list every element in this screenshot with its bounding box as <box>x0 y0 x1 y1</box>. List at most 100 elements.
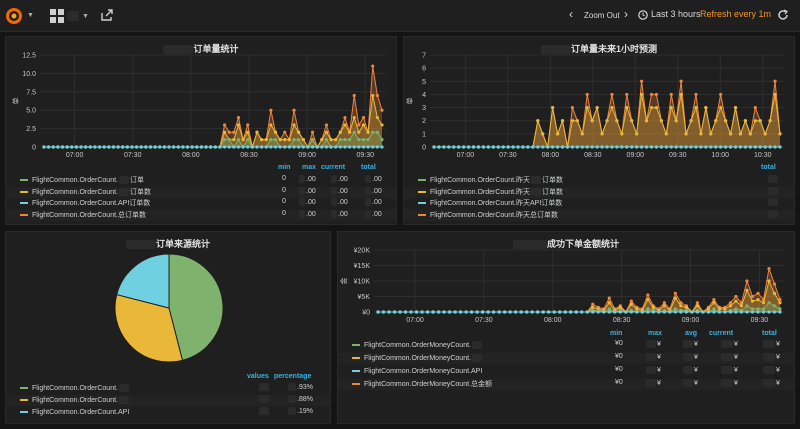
data-point[interactable] <box>761 310 766 314</box>
data-point[interactable] <box>185 145 190 149</box>
time-forward-chevron-icon[interactable]: › <box>624 7 628 21</box>
time-back-chevron-icon[interactable]: ‹ <box>569 7 573 21</box>
data-point[interactable] <box>158 145 162 149</box>
data-point[interactable] <box>269 145 273 149</box>
zoom-out-button[interactable]: Zoom Out <box>584 11 620 20</box>
data-point[interactable] <box>60 145 65 149</box>
data-point[interactable] <box>436 310 441 314</box>
data-point[interactable] <box>575 145 579 149</box>
data-point[interactable] <box>343 145 347 149</box>
data-point[interactable] <box>283 130 287 134</box>
data-point[interactable] <box>361 123 366 127</box>
data-point[interactable] <box>734 307 738 311</box>
data-point[interactable] <box>273 145 278 149</box>
data-point[interactable] <box>646 310 650 314</box>
data-point[interactable] <box>121 145 125 149</box>
data-point[interactable] <box>310 145 315 149</box>
data-point[interactable] <box>745 279 749 283</box>
data-point[interactable] <box>42 145 46 149</box>
data-point[interactable] <box>250 145 254 149</box>
data-point[interactable] <box>497 310 501 314</box>
data-point[interactable] <box>610 145 614 149</box>
data-point[interactable] <box>287 138 291 142</box>
legend-header-current[interactable]: current <box>709 330 734 337</box>
data-point[interactable] <box>630 119 634 123</box>
data-point[interactable] <box>398 310 402 314</box>
data-point[interactable] <box>772 310 777 314</box>
data-point[interactable] <box>570 105 574 110</box>
data-point[interactable] <box>273 130 278 134</box>
data-point[interactable] <box>635 132 639 136</box>
data-point[interactable] <box>352 93 356 98</box>
data-point[interactable] <box>491 145 495 149</box>
data-point[interactable] <box>241 145 245 149</box>
data-point[interactable] <box>181 145 185 149</box>
data-point[interactable] <box>704 145 708 149</box>
data-point[interactable] <box>519 310 523 314</box>
data-point[interactable] <box>541 132 545 136</box>
data-point[interactable] <box>625 92 629 97</box>
data-point[interactable] <box>227 130 231 134</box>
data-point[interactable] <box>361 115 366 120</box>
data-point[interactable] <box>343 138 347 142</box>
data-point[interactable] <box>218 145 222 149</box>
data-point[interactable] <box>501 145 505 149</box>
data-point[interactable] <box>555 132 560 136</box>
data-point[interactable] <box>712 301 716 305</box>
data-point[interactable] <box>662 301 666 305</box>
data-point[interactable] <box>605 145 609 149</box>
data-point[interactable] <box>516 145 520 149</box>
data-point[interactable] <box>343 123 347 127</box>
data-point[interactable] <box>269 123 273 127</box>
data-point[interactable] <box>649 145 654 149</box>
data-point[interactable] <box>773 92 777 97</box>
data-point[interactable] <box>437 145 441 149</box>
data-point[interactable] <box>486 145 490 149</box>
data-point[interactable] <box>130 145 134 149</box>
data-point[interactable] <box>607 301 611 305</box>
data-point[interactable] <box>236 115 241 120</box>
data-point[interactable] <box>176 145 180 149</box>
data-point[interactable] <box>387 310 391 314</box>
data-point[interactable] <box>750 310 755 314</box>
data-point[interactable] <box>763 132 767 136</box>
data-point[interactable] <box>664 132 668 136</box>
data-point[interactable] <box>570 119 574 123</box>
data-point[interactable] <box>260 138 264 142</box>
data-point[interactable] <box>324 138 329 142</box>
data-point[interactable] <box>699 145 703 149</box>
data-point[interactable] <box>376 310 380 314</box>
data-point[interactable] <box>733 145 738 149</box>
data-point[interactable] <box>51 145 55 149</box>
data-point[interactable] <box>511 145 515 149</box>
data-point[interactable] <box>717 310 722 314</box>
data-point[interactable] <box>347 130 352 134</box>
data-point[interactable] <box>585 105 589 110</box>
data-point[interactable] <box>756 310 760 314</box>
data-point[interactable] <box>283 138 287 142</box>
legend-header-avg[interactable]: avg <box>685 330 698 337</box>
data-point[interactable] <box>563 310 567 314</box>
data-point[interactable] <box>690 310 694 314</box>
data-point[interactable] <box>694 105 698 110</box>
data-point[interactable] <box>209 145 213 149</box>
data-point[interactable] <box>615 119 619 123</box>
data-point[interactable] <box>750 294 755 299</box>
data-point[interactable] <box>361 145 366 149</box>
legend-item[interactable]: FlightCommon.OrderCount.总订单数 <box>20 210 146 221</box>
data-point[interactable] <box>352 115 356 120</box>
refresh-icon[interactable] <box>777 9 789 21</box>
data-point[interactable] <box>338 145 342 149</box>
data-point[interactable] <box>706 310 711 314</box>
data-point[interactable] <box>679 301 683 305</box>
data-point[interactable] <box>724 145 728 149</box>
data-point[interactable] <box>269 138 273 142</box>
data-point[interactable] <box>514 310 518 314</box>
data-point[interactable] <box>530 310 534 314</box>
data-point[interactable] <box>644 119 649 123</box>
data-point[interactable] <box>292 108 296 112</box>
series-line[interactable] <box>378 266 781 313</box>
data-point[interactable] <box>640 92 644 97</box>
data-point[interactable] <box>750 299 755 303</box>
data-point[interactable] <box>758 119 762 123</box>
